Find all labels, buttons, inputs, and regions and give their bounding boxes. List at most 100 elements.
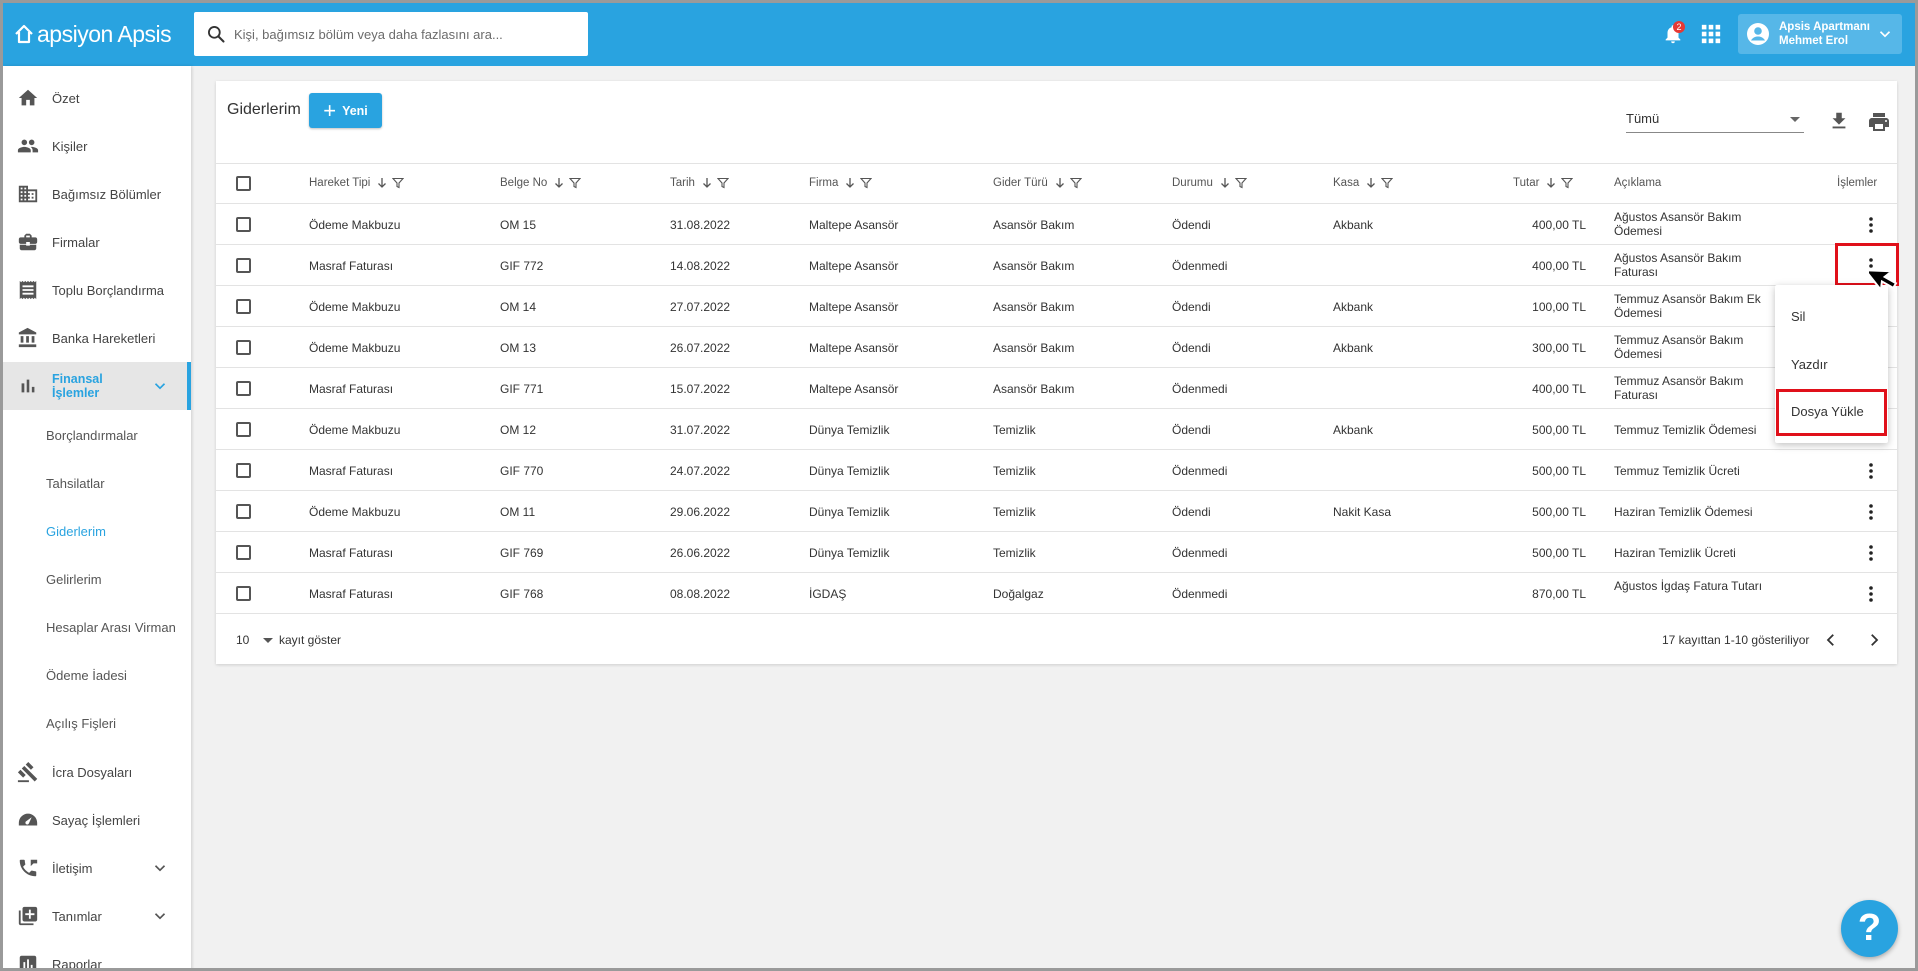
column-hareket-tipi[interactable]: Hareket Tipi — [309, 177, 405, 189]
select-all-checkbox[interactable] — [236, 176, 251, 191]
cell-expense: Temizlik — [993, 546, 1036, 560]
sidebar-item-firmalar[interactable]: Firmalar — [3, 222, 191, 262]
filter-icon[interactable] — [1234, 177, 1247, 189]
sidebar-item-tanimlar[interactable]: Tanımlar — [3, 896, 191, 936]
more-vert-icon[interactable] — [1861, 461, 1881, 481]
column-kasa[interactable]: Kasa — [1333, 177, 1394, 189]
filter-icon[interactable] — [1381, 177, 1394, 189]
table-row[interactable]: Masraf Faturası GIF 770 24.07.2022 Dünya Te… — [216, 450, 1897, 491]
sort-arrow-icon[interactable] — [1365, 177, 1377, 189]
sidebar-subitem-acilis-fisleri[interactable]: Açılış Fişleri — [46, 716, 117, 731]
cell-firm: İGDAŞ — [809, 587, 847, 601]
row-checkbox[interactable] — [236, 545, 251, 560]
menu-item-yazdir[interactable]: Yazdır — [1791, 357, 1828, 372]
filter-icon[interactable] — [1561, 177, 1574, 189]
table-row[interactable]: Ödeme Makbuzu OM 11 29.06.2022 Dünya Temizl… — [216, 491, 1897, 532]
sidebar-item-banka-hareketleri[interactable]: Banka Hareketleri — [3, 318, 191, 358]
table-row[interactable]: Ödeme Makbuzu OM 14 27.07.2022 Maltepe Asan… — [216, 286, 1897, 327]
cell-status: Ödendi — [1172, 505, 1211, 519]
cell-type: Ödeme Makbuzu — [309, 341, 401, 355]
filter-icon[interactable] — [1069, 177, 1082, 189]
sort-arrow-icon[interactable] — [701, 177, 713, 189]
row-checkbox[interactable] — [236, 299, 251, 314]
sort-arrow-icon[interactable] — [553, 177, 565, 189]
page-title: Giderlerim — [227, 101, 301, 118]
table-row[interactable]: Masraf Faturası GIF 771 15.07.2022 Maltepe … — [216, 368, 1897, 409]
column-tarih[interactable]: Tarih — [670, 177, 729, 189]
row-checkbox[interactable] — [236, 463, 251, 478]
cell-doc: GIF 769 — [500, 546, 544, 560]
global-search[interactable] — [194, 12, 588, 56]
sort-arrow-icon[interactable] — [844, 177, 856, 189]
column-gider-turu[interactable]: Gider Türü — [993, 177, 1082, 189]
menu-item-sil[interactable]: Sil — [1791, 309, 1806, 324]
more-vert-icon[interactable] — [1861, 584, 1881, 604]
sort-arrow-icon[interactable] — [1054, 177, 1066, 189]
table-row[interactable]: Ödeme Makbuzu OM 13 26.07.2022 Maltepe Asan… — [216, 327, 1897, 368]
row-checkbox[interactable] — [236, 504, 251, 519]
column-durumu[interactable]: Durumu — [1172, 177, 1247, 189]
top-bar: apsiyon Apsis 2 Apsis Apartmanı Mehmet E… — [3, 3, 1915, 66]
page-size-label: kayıt göster — [279, 633, 342, 647]
status-filter-select[interactable]: Tümü — [1626, 111, 1804, 133]
row-checkbox[interactable] — [236, 340, 251, 355]
filter-icon[interactable] — [716, 177, 729, 189]
help-button[interactable]: ? — [1841, 900, 1898, 957]
sidebar-subitem-hesaplar-arasi-virman[interactable]: Hesaplar Arası Virman — [46, 620, 176, 635]
filter-icon[interactable] — [569, 177, 582, 189]
more-vert-icon[interactable] — [1861, 502, 1881, 522]
cell-doc: OM 11 — [500, 505, 536, 519]
sort-arrow-icon[interactable] — [1219, 177, 1231, 189]
sidebar-subitem-tahsilatlar[interactable]: Tahsilatlar — [46, 476, 105, 491]
sidebar-item-sayac-islemleri[interactable]: Sayaç İşlemleri — [3, 800, 191, 840]
cell-cash: Akbank — [1333, 218, 1374, 232]
table-footer: 10 kayıt göster 17 kayıttan 1-10 gösteri… — [216, 616, 1897, 664]
filter-icon[interactable] — [392, 177, 405, 189]
user-menu[interactable]: Apsis Apartmanı Mehmet Erol — [1738, 14, 1902, 54]
table-row[interactable]: Ödeme Makbuzu OM 15 31.08.2022 Maltepe Asan… — [216, 204, 1897, 245]
bank-icon — [18, 327, 37, 348]
print-icon[interactable] — [1867, 110, 1891, 134]
sidebar-item-raporlar[interactable]: Raporlar — [3, 944, 191, 968]
filter-icon[interactable] — [860, 177, 873, 189]
cell-type: Masraf Faturası — [309, 464, 394, 478]
page-size-select[interactable]: 10 — [236, 633, 250, 647]
row-checkbox[interactable] — [236, 217, 251, 232]
sidebar-item-iletisim[interactable]: İletişim — [3, 848, 191, 888]
sidebar-item-finansal-islemler[interactable]: Finansal İşlemler — [3, 362, 191, 410]
sidebar-item-toplu-borclandirma[interactable]: Toplu Borçlandırma — [3, 270, 191, 310]
sidebar-subitem-giderlerim[interactable]: Giderlerim — [46, 524, 106, 539]
search-input[interactable] — [234, 26, 564, 42]
chevron-left-icon[interactable] — [1822, 631, 1840, 649]
download-icon[interactable] — [1828, 110, 1850, 132]
sidebar-subitem-gelirlerim[interactable]: Gelirlerim — [46, 572, 102, 587]
cell-doc: OM 12 — [500, 423, 537, 437]
sidebar-item-bagimsiz-bolumler[interactable]: Bağımsız Bölümler — [3, 174, 191, 214]
app-logo[interactable]: apsiyon Apsis — [13, 20, 172, 48]
more-vert-icon[interactable] — [1861, 215, 1881, 235]
column-belge-no[interactable]: Belge No — [500, 177, 582, 189]
row-checkbox[interactable] — [236, 586, 251, 601]
row-checkbox[interactable] — [236, 381, 251, 396]
table-row[interactable]: Masraf Faturası GIF 772 14.08.2022 Maltepe … — [216, 245, 1897, 286]
table-row[interactable]: Ödeme Makbuzu OM 12 31.07.2022 Dünya Temizl… — [216, 409, 1897, 450]
row-checkbox[interactable] — [236, 258, 251, 273]
row-checkbox[interactable] — [236, 422, 251, 437]
chevron-right-icon[interactable] — [1865, 631, 1883, 649]
sidebar-subitem-odeme-iadesi[interactable]: Ödeme İadesi — [46, 668, 127, 683]
sort-arrow-icon[interactable] — [1545, 177, 1557, 189]
new-button[interactable]: + Yeni — [309, 93, 382, 128]
sidebar-item-ozet[interactable]: Özet — [3, 78, 191, 118]
more-vert-icon[interactable] — [1861, 543, 1881, 563]
table-row[interactable]: Masraf Faturası GIF 769 26.06.2022 Dünya Te… — [216, 532, 1897, 573]
apps-grid-icon[interactable] — [1700, 23, 1722, 45]
menu-item-dosya-yukle[interactable]: Dosya Yükle — [1791, 404, 1864, 419]
table-row[interactable]: Masraf Faturası GIF 768 08.08.2022 İGDAŞ Doğ… — [216, 573, 1897, 614]
sidebar-item-kisiler[interactable]: Kişiler — [3, 126, 191, 166]
sort-arrow-icon[interactable] — [376, 177, 388, 189]
column-firma[interactable]: Firma — [809, 177, 873, 189]
column-tutar[interactable]: Tutar — [1513, 177, 1574, 189]
sidebar-subitem-borclandirmalar[interactable]: Borçlandırmalar — [46, 428, 138, 443]
caret-down-icon[interactable] — [263, 638, 273, 643]
sidebar-item-icra-dosyalari[interactable]: İcra Dosyaları — [3, 752, 191, 792]
